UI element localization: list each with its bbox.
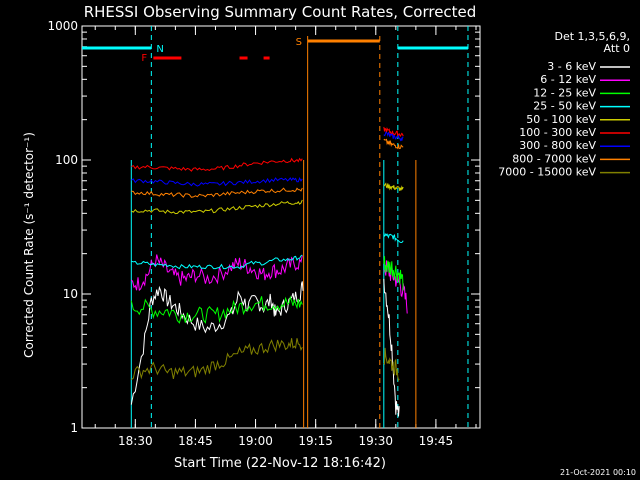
chart-title: RHESSI Observing Summary Count Rates, Co… bbox=[84, 3, 477, 21]
series-line-seg2 bbox=[383, 347, 400, 382]
series-line-seg2 bbox=[383, 182, 404, 192]
series-line-seg1 bbox=[131, 338, 303, 381]
series-line-seg1 bbox=[131, 176, 303, 187]
series-line-seg2 bbox=[383, 126, 404, 137]
legend-entry-label: 50 - 100 keV bbox=[526, 113, 596, 126]
y-tick-label: 1000 bbox=[47, 19, 78, 33]
legend-entry-label: 25 - 50 keV bbox=[533, 100, 596, 113]
legend-entry-label: 3 - 6 keV bbox=[547, 60, 596, 73]
series-line-seg1 bbox=[131, 199, 303, 215]
series-lines bbox=[130, 126, 408, 417]
series-line-seg1 bbox=[131, 187, 303, 198]
legend-header-line1: Det 1,3,5,6,9, bbox=[554, 30, 630, 43]
series-line-seg1 bbox=[130, 295, 303, 324]
generated-timestamp: 21-Oct-2021 00:10 bbox=[560, 468, 636, 477]
series-line-seg1 bbox=[131, 157, 303, 172]
y-tick-label: 1 bbox=[70, 421, 78, 435]
x-tick-label: 19:00 bbox=[238, 434, 273, 448]
x-tick-label: 18:45 bbox=[178, 434, 213, 448]
legend-entry-label: 6 - 12 keV bbox=[540, 73, 596, 86]
flag-bars: NF S bbox=[82, 26, 469, 428]
y-tick-label: 100 bbox=[55, 153, 78, 167]
series-line-seg2 bbox=[383, 278, 400, 417]
legend-entry-label: 100 - 300 keV bbox=[519, 126, 596, 139]
y-axis-label: Corrected Count Rate (s⁻¹ detector⁻¹) bbox=[22, 132, 36, 358]
night-flag-label: N bbox=[156, 44, 163, 55]
series-line-seg1 bbox=[131, 254, 303, 270]
series-line-seg1 bbox=[130, 281, 304, 405]
y-tick-label: 10 bbox=[63, 287, 78, 301]
series-line-seg2 bbox=[383, 138, 404, 150]
plot-axes: 1 10 100 1000 18:30 18:45 19:00 19:15 19:30 19:45 bbox=[47, 19, 481, 448]
saa-flag-label: S bbox=[296, 37, 302, 48]
x-tick-label: 18:30 bbox=[118, 434, 153, 448]
plot-frame bbox=[81, 25, 481, 429]
series-line-seg1 bbox=[130, 254, 303, 292]
x-tick-label: 19:30 bbox=[358, 434, 393, 448]
x-tick-label: 19:45 bbox=[419, 434, 454, 448]
legend-entry-label: 7000 - 15000 keV bbox=[498, 166, 596, 179]
x-axis-label: Start Time (22-Nov-12 18:16:42) bbox=[174, 456, 386, 471]
legend-entry-label: 800 - 7000 keV bbox=[512, 152, 596, 165]
series-line-seg2 bbox=[383, 131, 404, 142]
x-tick-label: 19:15 bbox=[298, 434, 333, 448]
legend-entry-label: 300 - 800 keV bbox=[519, 139, 596, 152]
series-line-seg2 bbox=[383, 256, 404, 291]
flare-flag-label: F bbox=[141, 53, 147, 64]
legend-header-line2: Att 0 bbox=[604, 42, 630, 55]
series-line-seg2 bbox=[383, 232, 404, 244]
legend-entry-label: 12 - 25 keV bbox=[533, 86, 596, 99]
